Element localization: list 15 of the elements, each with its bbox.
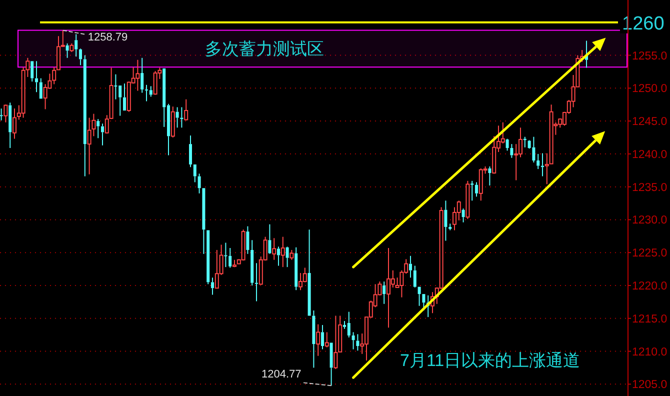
y-tick-label: 1245.0 — [632, 116, 668, 128]
y-tick-label: 1220.0 — [632, 280, 668, 292]
band-label: 多次蓄力测试区 — [205, 40, 324, 59]
y-tick-label: 1210.0 — [632, 346, 668, 358]
y-tick-label: 1225.0 — [632, 248, 668, 260]
y-tick-label: 1235.0 — [632, 182, 668, 194]
y-tick-label: 1240.0 — [632, 148, 668, 161]
annotation: 1204.77 — [262, 368, 302, 381]
y-tick-label: 1230.0 — [632, 214, 668, 227]
annotation: 7月11日以来的上涨通道 — [400, 351, 580, 370]
annotation: 1204.77 — [262, 368, 332, 386]
y-tick-label: 1215.0 — [632, 313, 668, 326]
y-tick-label: 1250.0 — [632, 83, 668, 96]
y-tick-label: 1255.0 — [632, 50, 668, 62]
y-tick-label: 1205.0 — [632, 379, 668, 392]
